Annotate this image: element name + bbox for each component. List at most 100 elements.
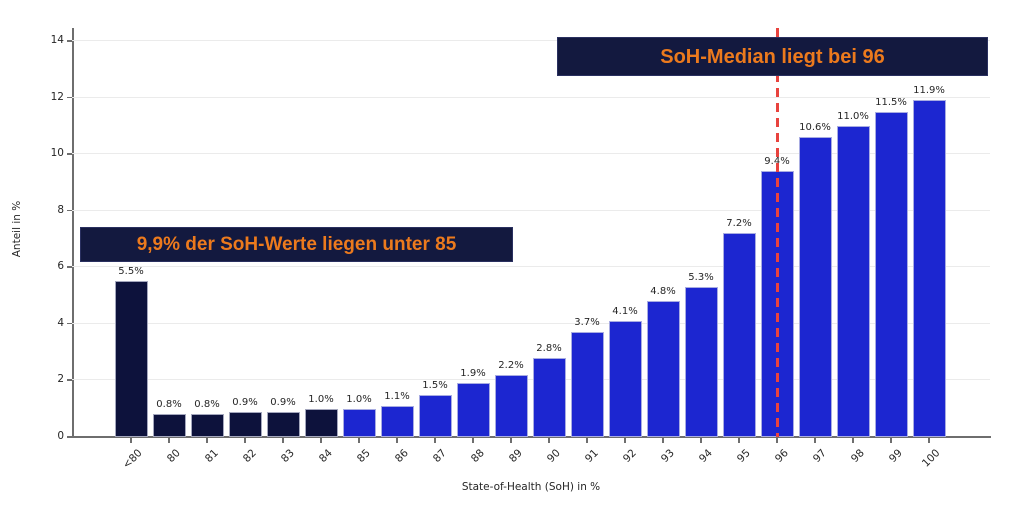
- bar: [380, 405, 414, 437]
- y-tick-mark: [67, 153, 72, 155]
- x-tick-mark: [396, 438, 398, 443]
- bar-value-label: 7.2%: [726, 218, 752, 230]
- bar-value-label: 1.5%: [422, 379, 448, 391]
- bar-value-label: 11.9%: [913, 85, 945, 97]
- y-tick-mark: [67, 379, 72, 381]
- x-tick-mark: [624, 438, 626, 443]
- y-tick-label: 8: [57, 203, 64, 216]
- x-tick-label: 93: [658, 447, 677, 465]
- bar: [418, 394, 452, 437]
- y-axis-spine: [72, 28, 74, 437]
- x-tick-mark: [662, 438, 664, 443]
- x-tick-mark: [282, 438, 284, 443]
- bar: [228, 411, 262, 437]
- bar-value-label: 4.1%: [612, 306, 638, 318]
- plot-area: 5.5% 0.8% 0.8% 0.9% 0.9% 1.0% 1.0% 1.1% 1.5% 1.9%…: [72, 28, 990, 437]
- bar: [266, 411, 300, 437]
- x-tick-label: 83: [278, 447, 297, 465]
- x-tick-mark: [852, 438, 854, 443]
- bar-value-label: 0.8%: [156, 399, 182, 411]
- x-tick-label: 80: [164, 447, 183, 465]
- y-tick-label: 12: [50, 90, 64, 103]
- bar-value-label: 1.0%: [346, 393, 372, 405]
- x-tick-label: 99: [886, 447, 905, 465]
- bar: [494, 374, 528, 437]
- bar-value-label: 5.5%: [118, 266, 144, 278]
- x-tick-mark: [776, 438, 778, 443]
- x-tick-mark: [434, 438, 436, 443]
- annotation-under-85: 9,9% der SoH-Werte liegen unter 85: [80, 227, 513, 262]
- gridline: [72, 40, 990, 41]
- bar-value-label: 11.5%: [875, 96, 907, 108]
- x-tick-mark: [510, 438, 512, 443]
- y-axis-title: Anteil in %: [11, 200, 23, 258]
- bar-value-label: 3.7%: [574, 317, 600, 329]
- x-tick-label: 95: [734, 447, 753, 465]
- y-tick-label: 2: [57, 373, 64, 386]
- x-tick-mark: [206, 438, 208, 443]
- bar: [190, 414, 224, 437]
- bar: [304, 408, 338, 437]
- y-tick-label: 0: [57, 430, 64, 442]
- bar: [874, 111, 908, 437]
- x-tick-label: 84: [316, 447, 335, 465]
- gridline: [72, 322, 990, 324]
- bar-value-label: 0.9%: [232, 396, 258, 408]
- x-tick-label: 87: [430, 447, 449, 465]
- x-tick-label: 91: [582, 447, 601, 465]
- x-tick-mark: [586, 438, 588, 443]
- bar: [722, 233, 756, 437]
- x-tick-label: 82: [240, 447, 259, 465]
- bar: [152, 414, 186, 437]
- x-tick-label: 94: [696, 447, 715, 465]
- x-tick-label: 97: [810, 447, 829, 465]
- bar: [114, 281, 148, 437]
- x-tick-label: 85: [354, 447, 373, 465]
- bar-value-label: 0.9%: [270, 396, 296, 408]
- annotation-median: SoH-Median liegt bei 96: [557, 37, 988, 76]
- y-tick-mark: [67, 436, 72, 438]
- y-tick-label: 14: [50, 34, 64, 46]
- bar-value-label: 10.6%: [799, 122, 831, 134]
- bar: [608, 321, 642, 437]
- bar: [342, 408, 376, 437]
- gridline: [72, 96, 990, 98]
- x-tick-label: 96: [772, 447, 791, 465]
- y-tick-mark: [67, 96, 72, 99]
- y-tick-mark: [67, 209, 72, 212]
- y-tick-mark: [67, 322, 72, 325]
- x-tick-mark: [700, 438, 702, 443]
- x-tick-mark: [548, 438, 550, 443]
- x-tick-mark: [320, 438, 322, 443]
- bar-value-label: 1.1%: [384, 390, 410, 402]
- x-tick-label: 89: [506, 447, 525, 465]
- gridline: [72, 209, 990, 211]
- x-tick-label: <80: [120, 447, 145, 472]
- y-tick-mark: [67, 40, 72, 42]
- x-tick-label: 81: [202, 447, 221, 465]
- x-tick-mark: [472, 438, 474, 443]
- x-tick-label: 90: [544, 447, 563, 465]
- x-axis-title: State-of-Health (SoH) in %: [461, 481, 601, 493]
- x-tick-label: 92: [620, 447, 639, 465]
- bar: [646, 301, 680, 437]
- y-tick-label: 6: [57, 260, 64, 273]
- x-tick-mark: [168, 438, 170, 443]
- bar-value-label: 1.0%: [308, 393, 334, 405]
- x-tick-label: 100: [919, 447, 943, 470]
- y-tick-label: 4: [57, 316, 64, 329]
- bar: [570, 332, 604, 437]
- bar: [684, 287, 718, 437]
- y-tick-label: 10: [50, 147, 64, 160]
- bar: [532, 357, 566, 437]
- bar-value-label: 5.3%: [688, 272, 714, 284]
- x-tick-mark: [358, 438, 360, 443]
- gridline: [72, 153, 990, 155]
- bar-value-label: 2.8%: [536, 342, 562, 354]
- bar-value-label: 4.8%: [650, 286, 676, 298]
- x-tick-mark: [814, 438, 816, 443]
- x-tick-mark: [890, 438, 892, 443]
- x-tick-label: 98: [848, 447, 867, 465]
- gridline: [72, 266, 990, 268]
